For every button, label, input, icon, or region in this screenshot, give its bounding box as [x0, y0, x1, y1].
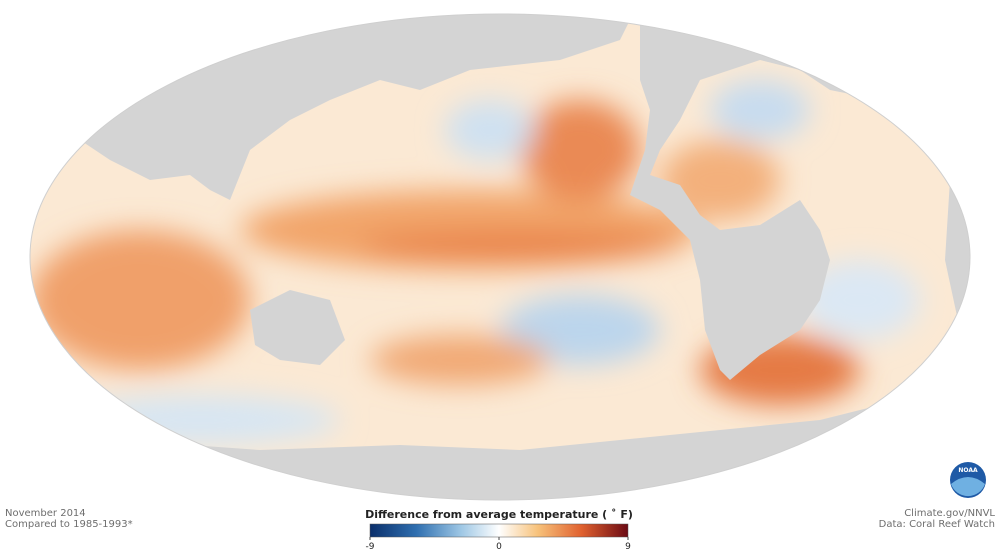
- globe-outline: [29, 13, 971, 501]
- caption-baseline: Compared to 1985-1993*: [5, 519, 133, 530]
- color-scale: [369, 523, 629, 538]
- logo-text: NOAA: [958, 467, 978, 474]
- legend-title: Difference from average temperature ( ˚ …: [365, 508, 633, 521]
- legend: Difference from average temperature ( ˚ …: [365, 508, 633, 552]
- credit-source: Climate.gov/NNVL: [904, 508, 995, 519]
- legend-tick-label: 0: [496, 542, 502, 552]
- legend-tick-label: 9: [625, 542, 631, 552]
- caption-date: November 2014: [5, 508, 86, 519]
- logo-wave: [951, 477, 985, 497]
- noaa-logo: NOAA: [950, 462, 986, 498]
- credit-data: Data: Coral Reef Watch: [879, 519, 995, 530]
- legend-tick-label: -9: [366, 542, 375, 552]
